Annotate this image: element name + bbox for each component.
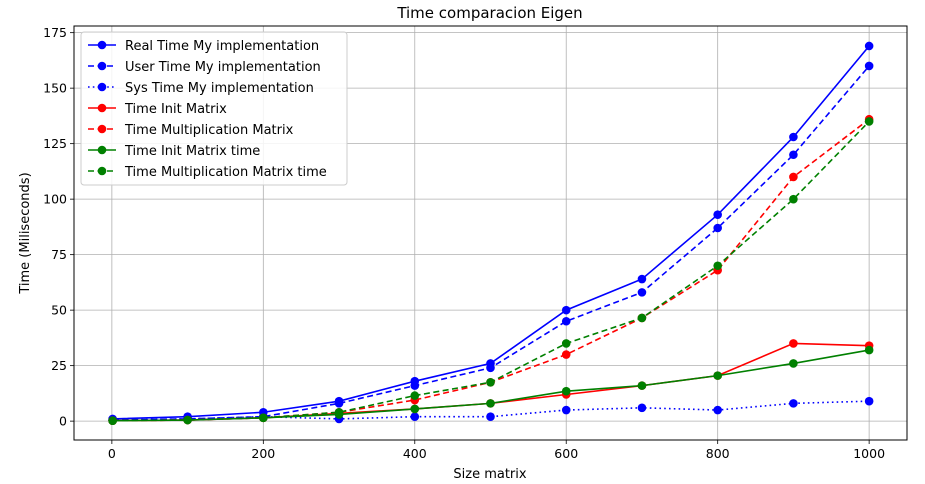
data-point — [334, 407, 344, 417]
legend-item: User Time My implementation — [88, 60, 321, 75]
x-tick-label: 800 — [706, 446, 730, 461]
data-point — [864, 117, 874, 126]
y-tick-label: 50 — [51, 303, 67, 318]
axis-ticks: 0 200 400 600 800 1000 0 25 50 75 100 125 150 175 — [43, 25, 885, 461]
data-point — [864, 396, 874, 406]
y-tick-label: 75 — [51, 247, 67, 262]
series-lines — [108, 41, 874, 425]
data-point — [561, 386, 571, 396]
x-tick-label: 1000 — [853, 446, 885, 461]
data-point — [637, 381, 647, 390]
data-point — [789, 132, 798, 142]
data-point — [713, 210, 722, 219]
legend-item: Time Multiplication Matrix time — [88, 165, 327, 180]
data-point — [789, 194, 798, 204]
legend-label: Time Init Matrix — [124, 102, 227, 117]
legend-box — [80, 31, 348, 186]
data-point — [637, 274, 647, 284]
data-point — [789, 359, 798, 368]
x-tick-label: 200 — [251, 446, 275, 461]
data-point — [334, 399, 344, 408]
data-point — [561, 350, 571, 359]
data-point — [486, 412, 495, 421]
legend-marker — [97, 61, 107, 71]
data-point — [183, 415, 192, 425]
series-7 — [108, 117, 874, 425]
data-point — [713, 405, 722, 415]
y-tick-label: 25 — [51, 358, 67, 373]
y-axis-label: Time (Miliseconds) — [18, 172, 33, 294]
data-point — [259, 413, 268, 423]
x-tick-label: 600 — [554, 446, 578, 461]
data-point — [864, 41, 874, 51]
data-point — [410, 391, 420, 400]
legend-item: Time Init Matrix time — [88, 144, 260, 159]
grid — [74, 26, 907, 440]
legend-item: Time Init Matrix — [88, 102, 227, 117]
legend-label: Time Multiplication Matrix — [124, 123, 294, 138]
legend-item: Sys Time My implementation — [88, 81, 314, 96]
legend-marker — [97, 40, 107, 50]
legend-marker — [97, 82, 107, 92]
data-point — [713, 223, 722, 233]
legend-label: User Time My implementation — [125, 60, 321, 75]
legend-marker — [97, 124, 107, 134]
data-point — [789, 339, 798, 348]
legend-marker — [97, 166, 107, 176]
data-point — [789, 399, 798, 408]
chart-title: Time comparacion Eigen — [396, 4, 582, 22]
data-point — [864, 61, 874, 71]
legend-label: Sys Time My implementation — [125, 81, 314, 96]
plot-area-frame — [73, 25, 908, 441]
x-tick-label: 400 — [403, 446, 427, 461]
series-line — [112, 400, 870, 421]
data-point — [637, 288, 647, 297]
data-point — [713, 371, 722, 380]
data-point — [410, 412, 420, 421]
data-point — [789, 172, 798, 182]
x-tick-label: 0 — [108, 446, 116, 461]
data-point — [864, 345, 874, 355]
legend-label: Real Time My implementation — [125, 39, 319, 54]
data-point — [486, 399, 495, 408]
x-axis-label: Size matrix — [453, 467, 527, 482]
data-point — [486, 377, 495, 387]
legend-label: Time Init Matrix time — [124, 144, 260, 159]
y-tick-label: 125 — [43, 136, 67, 151]
data-point — [561, 305, 571, 315]
y-tick-label: 175 — [43, 25, 67, 40]
y-tick-label: 100 — [43, 192, 67, 207]
data-point — [637, 313, 647, 323]
legend-label: Time Multiplication Matrix time — [124, 165, 327, 180]
legend-marker — [97, 103, 107, 113]
y-tick-label: 0 — [59, 414, 67, 429]
data-point — [561, 405, 571, 415]
legend: Real Time My implementation User Time My … — [80, 31, 348, 186]
data-point — [637, 403, 647, 413]
legend-item: Time Multiplication Matrix — [88, 123, 294, 138]
data-point — [410, 404, 420, 414]
legend-marker — [97, 145, 107, 155]
data-point — [108, 416, 117, 425]
y-tick-label: 150 — [43, 81, 67, 96]
data-point — [561, 316, 571, 326]
data-point — [410, 381, 420, 390]
data-point — [713, 261, 722, 271]
data-point — [486, 363, 495, 373]
data-point — [789, 150, 798, 160]
data-point — [561, 339, 571, 348]
legend-item: Real Time My implementation — [88, 39, 319, 54]
